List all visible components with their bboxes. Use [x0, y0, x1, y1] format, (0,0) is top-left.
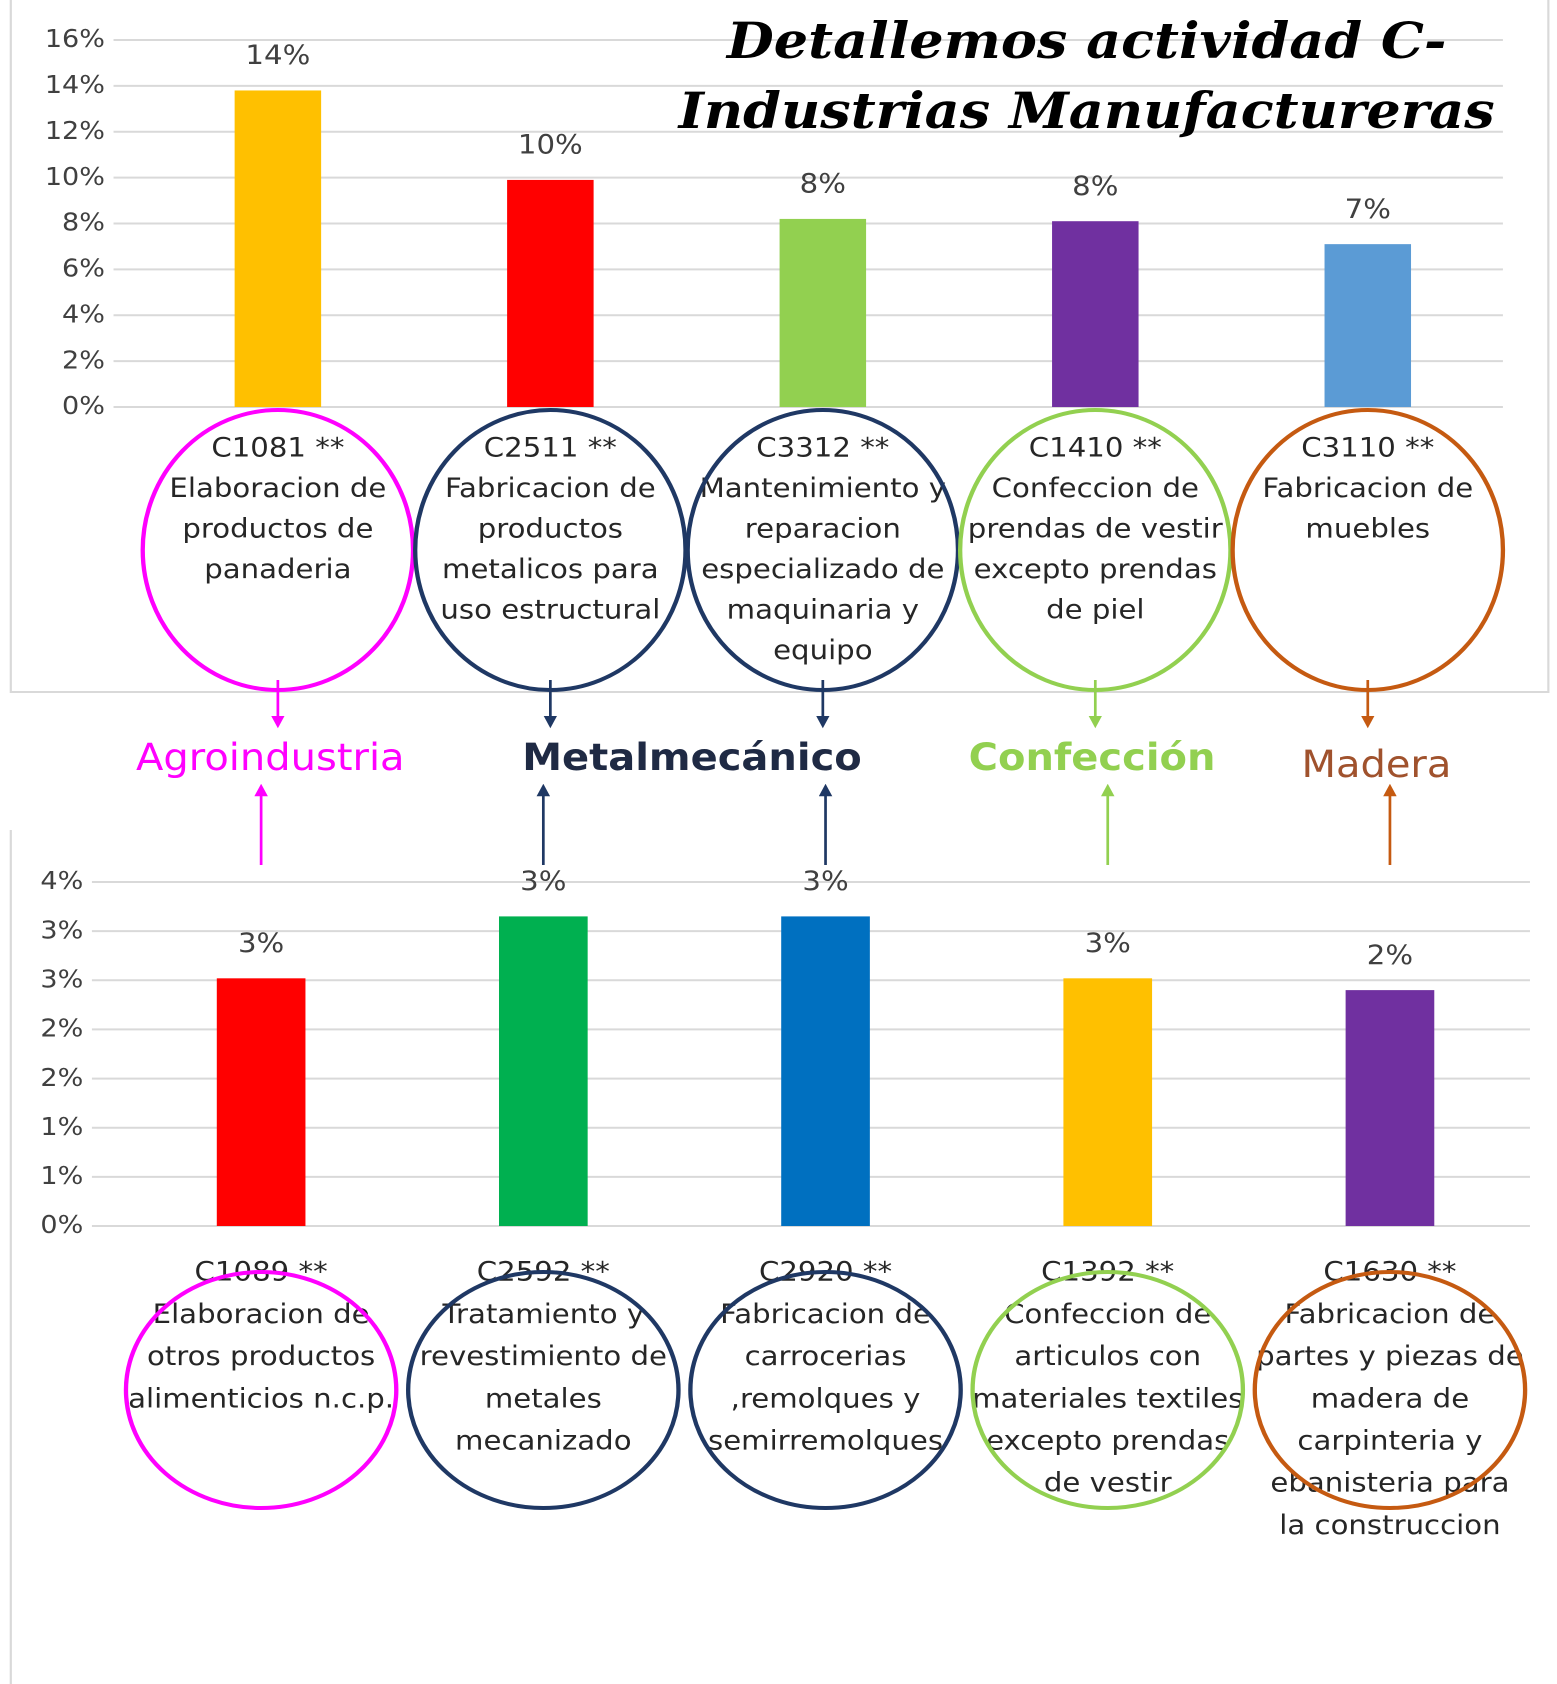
category-label: C2511 **: [484, 432, 617, 464]
category-label: carrocerias: [745, 1340, 907, 1372]
y-tick-label: 6%: [62, 254, 105, 283]
category-label: Elaboracion de: [169, 472, 386, 504]
category-label: maquinaria y: [727, 594, 919, 626]
value-label: 14%: [245, 39, 310, 71]
category-label: C3312 **: [756, 432, 889, 464]
category-label: ,remolques y: [731, 1382, 921, 1414]
category-circle: [406, 1270, 681, 1510]
bar: [498, 916, 588, 1226]
bar: [216, 978, 306, 1226]
category-label: productos de: [182, 513, 373, 545]
category-label: Confeccion de: [992, 472, 1199, 504]
category-label: Tratamiento y: [441, 1298, 644, 1330]
group-label: Metalmecánico: [522, 736, 862, 779]
y-tick-label: 10%: [45, 163, 105, 192]
value-label: 3%: [802, 865, 848, 897]
category-label: mecanizado: [455, 1425, 632, 1457]
category-label: C1410 **: [1029, 432, 1162, 464]
y-tick-label: 8%: [62, 209, 105, 238]
y-tick-label: 16%: [45, 25, 105, 54]
group-label: Agroindustria: [136, 736, 405, 779]
category-label: de vestir: [1044, 1467, 1172, 1499]
category-label: C1081 **: [211, 432, 344, 464]
value-label: 10%: [518, 129, 583, 161]
category-label: materiales textiles: [972, 1382, 1243, 1414]
category-label: productos: [478, 513, 623, 545]
category-label: Fabricacion de: [1262, 472, 1473, 504]
category-label: prendas de vestir: [968, 513, 1223, 545]
y-tick-label: 12%: [45, 117, 105, 146]
y-tick-label: 0%: [40, 1211, 83, 1240]
value-label: 3%: [520, 865, 566, 897]
bar: [781, 916, 870, 1226]
category-label: panaderia: [204, 553, 351, 585]
y-tick-label: 2%: [40, 1015, 83, 1044]
category-circle: [970, 1270, 1246, 1510]
bar: [234, 90, 322, 408]
category-circle: [1252, 1270, 1528, 1510]
y-tick-label: 2%: [62, 346, 105, 375]
category-label: Mantenimiento y: [700, 472, 946, 504]
category-label: reparacion: [745, 513, 901, 545]
category-label: madera de: [1311, 1382, 1469, 1414]
y-tick-label: 4%: [40, 867, 83, 896]
category-label: metales: [485, 1382, 602, 1414]
category-label: revestimiento de: [420, 1340, 667, 1372]
category-label: excepto prendas: [974, 553, 1217, 585]
category-label: la construccion: [1279, 1509, 1500, 1541]
category-label: equipo: [773, 634, 872, 666]
category-label: muebles: [1305, 513, 1430, 545]
group-label: Confección: [969, 736, 1216, 779]
value-label: 2%: [1367, 939, 1413, 971]
y-tick-label: 14%: [45, 71, 105, 100]
y-tick-label: 1%: [40, 1113, 83, 1142]
chart-title: Detallemos actividad C-: [725, 12, 1447, 71]
category-label: articulos con: [1014, 1340, 1201, 1372]
y-tick-label: 3%: [40, 916, 83, 945]
category-label: uso estructural: [440, 594, 660, 626]
y-tick-label: 2%: [40, 1064, 83, 1093]
value-label: 8%: [800, 168, 846, 200]
bar: [1345, 990, 1435, 1226]
y-tick-label: 0%: [62, 392, 105, 421]
value-label: 3%: [238, 927, 284, 959]
bar: [1052, 221, 1139, 407]
category-label: carpinteria y: [1297, 1425, 1482, 1457]
category-circle: [123, 1270, 399, 1510]
value-label: 3%: [1085, 927, 1131, 959]
category-label: metalicos para: [442, 553, 659, 585]
y-tick-label: 3%: [40, 965, 83, 994]
panel-border: [9, 0, 1550, 693]
category-label: C3110 **: [1301, 432, 1434, 464]
category-label: partes y piezas de: [1256, 1340, 1524, 1372]
value-label: 8%: [1072, 170, 1118, 202]
category-label: especializado de: [701, 553, 944, 585]
value-label: 7%: [1345, 193, 1391, 225]
bar: [507, 179, 594, 407]
bar: [1324, 244, 1412, 407]
category-label: alimenticios n.c.p.: [128, 1382, 394, 1414]
category-label: Confeccion de: [1004, 1298, 1211, 1330]
y-tick-label: 4%: [62, 300, 105, 329]
category-label: semirremolques: [708, 1425, 943, 1457]
y-tick-label: 1%: [40, 1162, 83, 1191]
group-label: Madera: [1301, 743, 1451, 786]
category-label: Fabricacion de: [445, 472, 656, 504]
category-label: Fabricacion de: [720, 1298, 931, 1330]
bar: [1063, 978, 1153, 1226]
bar: [779, 218, 867, 407]
category-label: excepto prendas: [986, 1425, 1229, 1457]
category-label: Elaboracion de: [153, 1298, 370, 1330]
category-label: de piel: [1046, 594, 1144, 626]
category-label: otros productos: [147, 1340, 375, 1372]
chart-title: Industrias Manufactureras: [677, 82, 1495, 141]
category-label: ebanisteria para: [1270, 1467, 1509, 1499]
category-label: Fabricacion de: [1285, 1298, 1496, 1330]
category-circle: [688, 1270, 963, 1510]
